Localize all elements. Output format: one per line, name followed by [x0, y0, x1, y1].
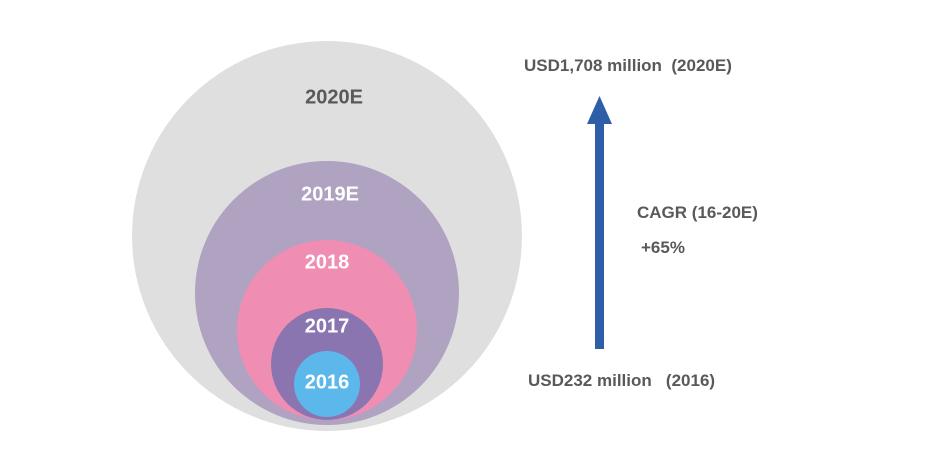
- growth-arrow-head: [587, 96, 612, 124]
- circle-2020e-label: 2020E: [305, 86, 363, 108]
- cagr-value: +65%: [641, 238, 685, 257]
- bottom-value-label: USD232 million (2016): [528, 371, 716, 390]
- circle-2018-label: 2018: [305, 251, 350, 273]
- circle-2016: 2016: [294, 351, 360, 417]
- growth-arrow-shaft: [595, 120, 604, 349]
- top-value-label: USD1,708 million (2020E): [524, 56, 732, 75]
- circle-2016-label: 2016: [305, 371, 350, 393]
- growth-arrow: [587, 96, 612, 349]
- circle-2017-label: 2017: [305, 315, 350, 337]
- circle-2016-shape: [294, 351, 360, 417]
- cagr-label: CAGR (16-20E): [637, 203, 758, 222]
- circle-2019e-label: 2019E: [301, 183, 359, 205]
